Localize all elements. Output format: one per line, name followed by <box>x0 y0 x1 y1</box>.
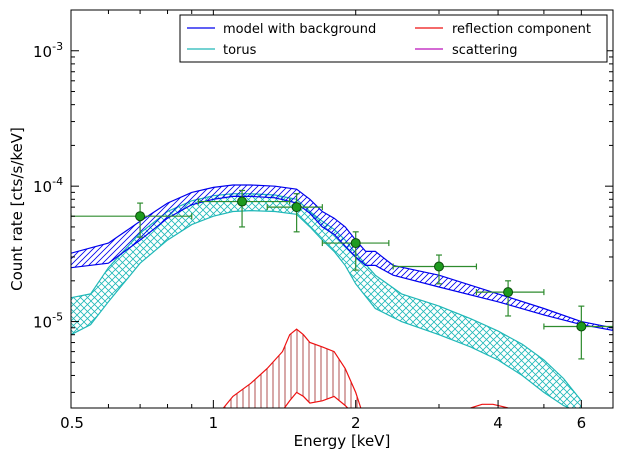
data-point-0 <box>71 202 193 238</box>
data-point-4 <box>392 254 478 285</box>
band-upper-model-with-background <box>71 184 613 329</box>
band-lower-model-with-background <box>71 195 613 331</box>
y-axis-ticks: 10-5 10-4 10-3 <box>33 9 613 393</box>
data-marker <box>135 211 146 222</box>
x-axis-label: Energy [keV] <box>294 432 391 450</box>
legend-label-torus: torus <box>223 43 257 58</box>
data-point-2 <box>266 193 323 233</box>
x-axis-ticks: 0.5 1 2 4 6 <box>60 10 614 432</box>
data-marker <box>350 238 361 249</box>
y-axis-label: Count rate [cts/s/keV] <box>8 127 26 291</box>
data-marker <box>576 321 587 332</box>
x-tick-label: 1 <box>209 414 219 432</box>
data-marker <box>433 261 444 272</box>
y-tick-label: 10-3 <box>33 40 63 61</box>
y-tick-label: 10-5 <box>33 311 63 332</box>
data-points <box>71 189 613 360</box>
data-point-6 <box>543 305 613 360</box>
data-marker <box>503 287 514 298</box>
band-fill-torus <box>71 193 582 408</box>
x-tick-label: 0.5 <box>60 414 84 432</box>
data-marker <box>237 196 248 207</box>
legend-label-reflection: reflection component <box>452 22 591 37</box>
data-point-1 <box>197 189 291 228</box>
legend-label-scattering: scattering <box>452 43 518 58</box>
legend: model with background torus reflection c… <box>179 14 608 63</box>
band-tail-reflection-component <box>470 403 509 408</box>
x-tick-label: 2 <box>351 414 361 432</box>
band-lower-reflection-component <box>283 391 349 408</box>
model-bands <box>71 184 613 408</box>
x-tick-label: 6 <box>577 414 587 432</box>
data-point-5 <box>475 280 545 317</box>
band-fill-model-with-background <box>71 185 613 331</box>
legend-label-model: model with background <box>223 22 376 37</box>
plot-frame <box>70 9 614 409</box>
data-point-3 <box>321 231 390 271</box>
legend-box <box>179 14 608 63</box>
y-tick-label: 10-4 <box>33 175 63 196</box>
band-upper-reflection-component <box>222 328 362 408</box>
plot-area <box>71 10 613 408</box>
data-marker <box>291 202 302 213</box>
x-tick-label: 4 <box>493 414 503 432</box>
